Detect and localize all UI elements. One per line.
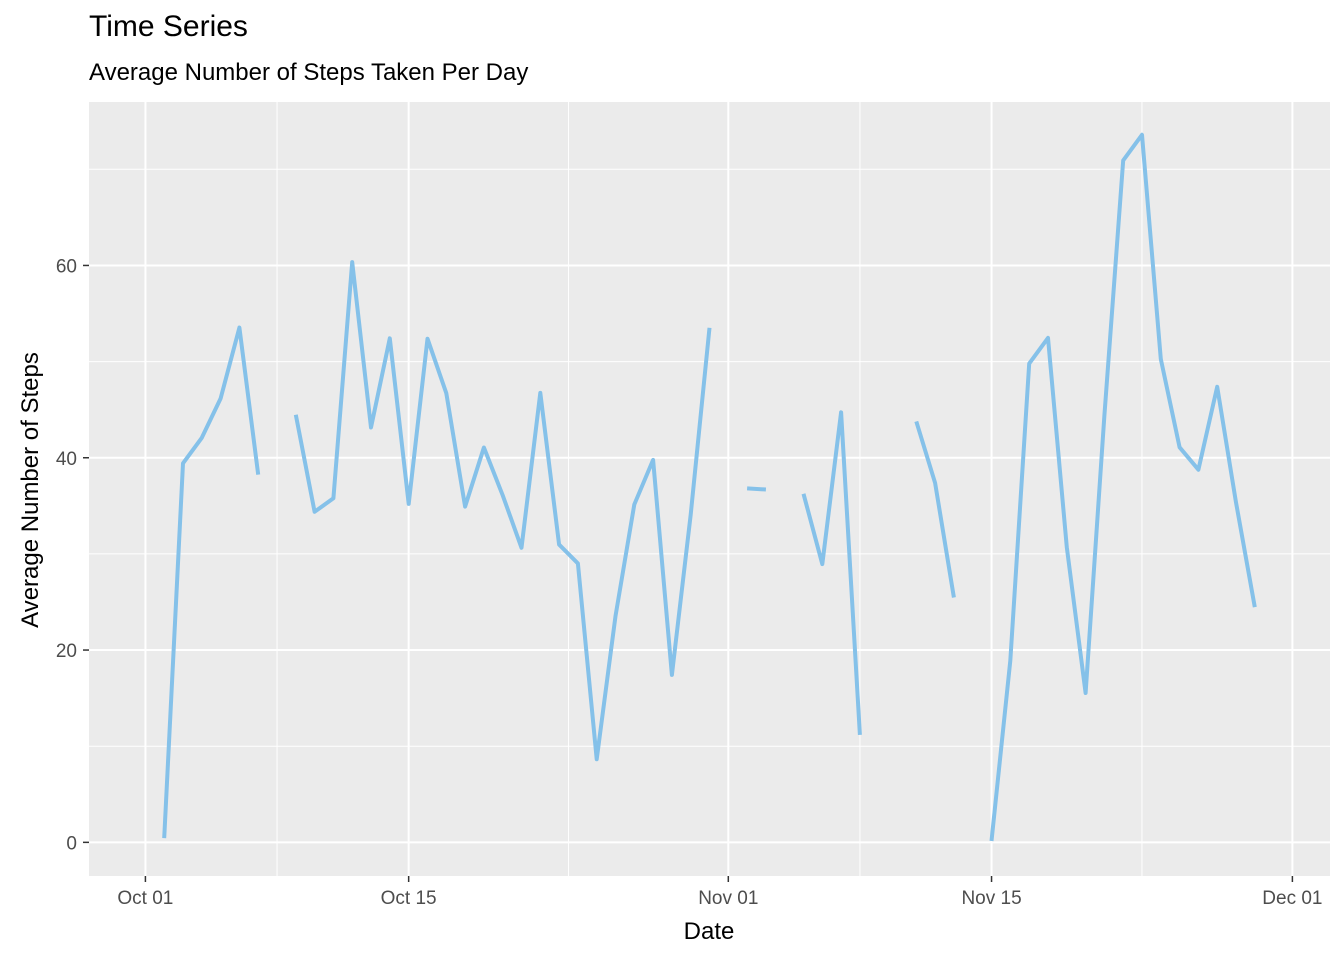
series-line-segment xyxy=(914,420,956,598)
y-tick-label: 40 xyxy=(56,449,77,470)
x-tick-label: Nov 15 xyxy=(961,888,1021,909)
chart-title: Time Series xyxy=(89,10,248,43)
y-tick-label: 0 xyxy=(66,833,77,854)
x-tick-label: Oct 01 xyxy=(117,888,173,909)
x-tick-label: Nov 01 xyxy=(698,888,758,909)
y-axis: 0 20 40 60 xyxy=(56,256,89,854)
y-axis-title: Average Number of Steps xyxy=(17,352,44,628)
major-gridlines xyxy=(89,102,1330,876)
series-line-segment xyxy=(989,132,1257,842)
plot-panel xyxy=(89,102,1330,876)
x-axis-title: Date xyxy=(684,918,735,945)
series-line-segment xyxy=(746,486,767,492)
y-tick-label: 60 xyxy=(56,256,77,277)
chart-subtitle: Average Number of Steps Taken Per Day xyxy=(89,59,529,86)
x-axis: Oct 01 Oct 15 Nov 01 Nov 15 Dec 01 xyxy=(117,876,1322,909)
series-line-segment xyxy=(162,325,261,839)
y-tick-label: 20 xyxy=(56,641,77,662)
series-line-segment xyxy=(293,260,712,762)
series-line-segment xyxy=(801,410,862,736)
x-tick-label: Oct 15 xyxy=(381,888,437,909)
x-tick-label: Dec 01 xyxy=(1262,888,1322,909)
series-line xyxy=(162,132,1257,842)
